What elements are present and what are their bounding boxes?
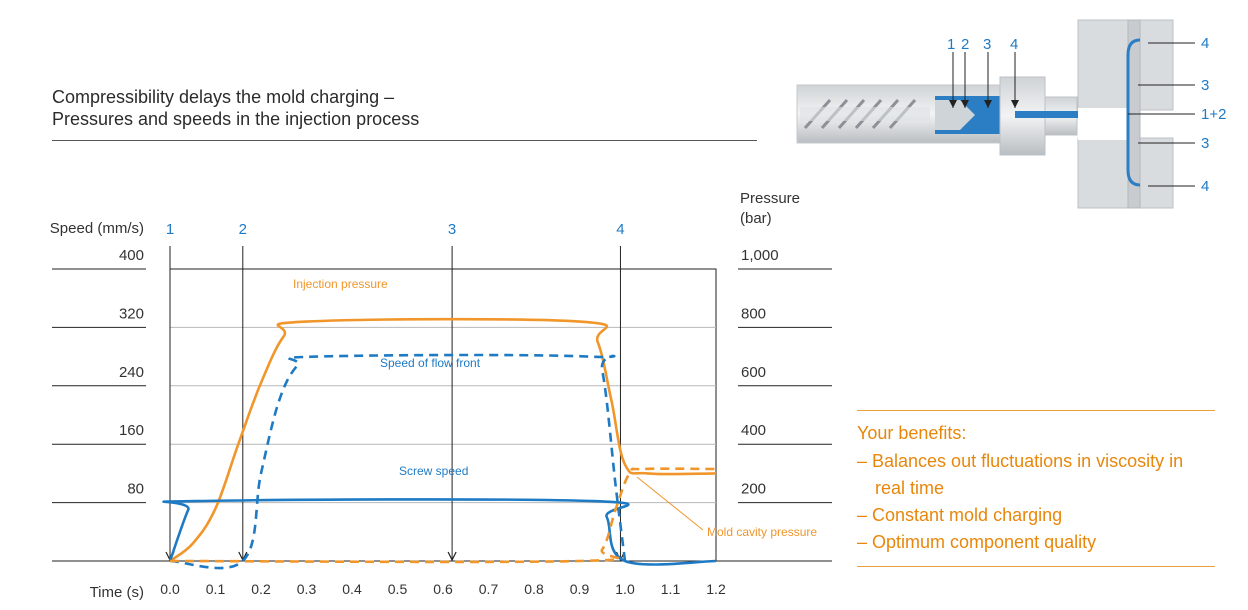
- event-marker-label: 3: [448, 221, 456, 238]
- schematic-top-label-1: 1: [947, 36, 955, 53]
- title-divider: [52, 140, 757, 141]
- mold-gap: [1078, 108, 1128, 140]
- screw-shaft: [800, 107, 930, 121]
- nozzle-channel: [1015, 111, 1127, 118]
- title-line-2: Pressures and speeds in the injection pr…: [52, 109, 420, 129]
- series-line-injection-pressure: [169, 317, 717, 563]
- x-tick-label: 0.3: [297, 581, 317, 597]
- x-tick-label: 0.6: [433, 581, 453, 597]
- x-tick-label: 0.1: [206, 581, 226, 597]
- schematic-right-label-4b: 4: [1201, 178, 1209, 195]
- mold-cavity: [1126, 38, 1141, 187]
- y-left-tick-label: 400: [119, 247, 144, 264]
- mold-cavity-leader-line: [636, 476, 704, 531]
- benefits-top-rule: [857, 410, 1215, 411]
- series-line-speed-of-flow-front: [169, 353, 627, 570]
- x-axis-title: Time (s): [90, 584, 144, 601]
- x-tick-label: 0.2: [251, 581, 271, 597]
- event-marker-label: 4: [616, 221, 624, 238]
- mold-platen-lower: [1077, 137, 1174, 209]
- title-block: Compressibility delays the mold charging…: [52, 86, 419, 130]
- y-right-axis-unit: (bar): [740, 210, 772, 227]
- schematic-right-label-12: 1+2: [1201, 106, 1226, 123]
- benefit-item: – Balances out fluctuations in viscosity…: [857, 451, 1184, 498]
- label-mold-cavity-pressure: Mold cavity pressure: [707, 525, 817, 539]
- event-marker-label: 1: [166, 221, 174, 238]
- y-right-axis-title: Pressure: [740, 190, 800, 207]
- y-left-tick-label: 80: [127, 481, 144, 498]
- x-tick-label: 0.9: [570, 581, 590, 597]
- x-tick-label: 1.1: [661, 581, 681, 597]
- x-tick-label: 1.2: [706, 581, 726, 597]
- schematic-right-label-3a: 3: [1201, 77, 1209, 94]
- label-screw-speed: Screw speed: [399, 464, 468, 478]
- schematic-top-label-4: 4: [1010, 36, 1018, 53]
- label-injection-pressure: Injection pressure: [293, 277, 388, 291]
- y-left-tick-label: 160: [119, 422, 144, 439]
- benefits-bottom-rule: [857, 566, 1215, 567]
- schematic-leader-lines: [952, 42, 1195, 187]
- y-right-tick-label: 600: [741, 364, 766, 381]
- x-tick-label: 1.0: [615, 581, 635, 597]
- y-left-tick-label: 320: [119, 305, 144, 322]
- label-speed-of-flow-front: Speed of flow front: [380, 356, 481, 370]
- benefit-item: – Optimum component quality: [857, 532, 1097, 552]
- y-left-tick-label: 240: [119, 364, 144, 381]
- y-right-tick-label: 1,000: [741, 247, 779, 264]
- schematic-arrow-tips: [949, 100, 1019, 108]
- x-tick-label: 0.4: [342, 581, 362, 597]
- y-left-axis-title: Speed (mm/s): [50, 220, 144, 237]
- benefit-item: – Constant mold charging: [857, 505, 1063, 525]
- benefits-box: Your benefits: – Balances out fluctuatio…: [857, 410, 1215, 567]
- x-tick-label: 0.8: [524, 581, 544, 597]
- title-line-1: Compressibility delays the mold charging…: [52, 87, 395, 107]
- schematic-right-label-3b: 3: [1201, 135, 1209, 152]
- benefits-heading: Your benefits:: [857, 423, 967, 443]
- x-tick-label: 0.5: [388, 581, 408, 597]
- y-right-tick-label: 400: [741, 422, 766, 439]
- y-right-tick-label: 200: [741, 481, 766, 498]
- x-tick-label: 0.7: [479, 581, 499, 597]
- schematic-top-label-2: 2: [961, 36, 969, 53]
- y-right-tick-label: 800: [741, 305, 766, 322]
- series-line-mold-cavity-pressure: [169, 467, 717, 564]
- event-marker-label: 2: [239, 221, 247, 238]
- x-tick-label: 0.0: [160, 581, 180, 597]
- mold-platen-upper: [1077, 19, 1174, 111]
- schematic-right-label-4a: 4: [1201, 35, 1209, 52]
- schematic-top-label-3: 3: [983, 36, 991, 53]
